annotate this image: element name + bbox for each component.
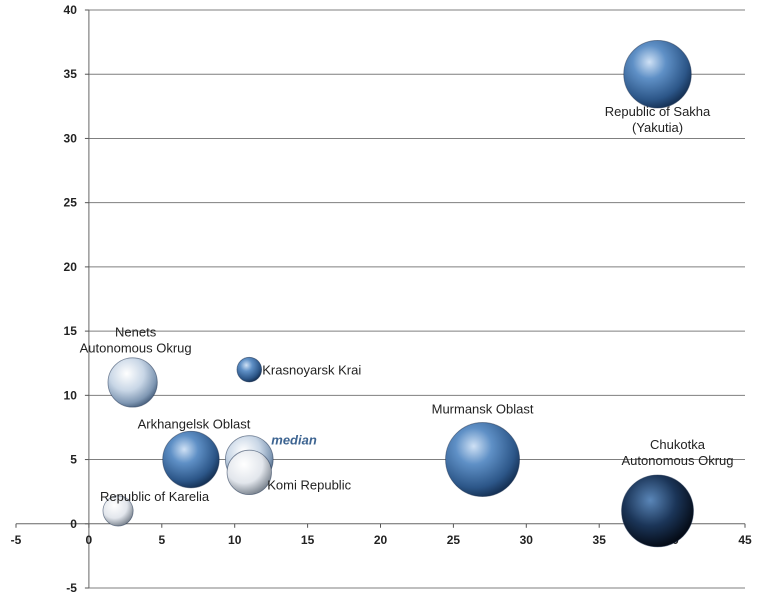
x-tick-label: 10 [228, 533, 242, 547]
y-tick-label: 40 [64, 3, 78, 17]
bubble-labels: Republic of Sakha (Yakutia)Nenets Autonomo… [80, 104, 734, 504]
axes [15, 9, 746, 589]
bubble-label-5: Komi Republic [267, 477, 351, 492]
y-tick-label: 0 [70, 517, 77, 531]
bubble-5 [226, 449, 272, 496]
x-tick-label: 15 [301, 533, 315, 547]
y-tick-label: 20 [64, 260, 78, 274]
y-tick-label: 10 [64, 388, 78, 402]
bubble-label-line: median [271, 433, 317, 448]
y-tick-label: 35 [64, 67, 78, 81]
bubble-7 [445, 422, 520, 497]
y-tick-label: 15 [64, 324, 78, 338]
bubble-label-line: Murmansk Oblast [432, 402, 534, 417]
bubble-label-line: Autonomous Okrug [80, 340, 192, 355]
bubbles [102, 40, 694, 548]
bubble-label-6: Republic of Karelia [100, 489, 210, 504]
x-tick-label: 20 [374, 533, 388, 547]
y-tick-label: 5 [70, 453, 77, 467]
bubble-label-4: median [271, 433, 317, 448]
bubble-3 [162, 430, 220, 489]
bubble-2 [236, 356, 263, 383]
bubble-label-line: Komi Republic [267, 477, 351, 492]
bubble-label-0: Republic of Sakha (Yakutia) [605, 104, 711, 135]
bubble-8 [621, 474, 694, 548]
x-tick-label: 30 [520, 533, 534, 547]
bubble-1 [107, 357, 158, 408]
bubble-label-line: Republic of Karelia [100, 489, 210, 504]
bubble-6 [102, 495, 134, 527]
y-tick-label: -5 [66, 581, 77, 595]
bubble-label-1: Nenets Autonomous Okrug [80, 324, 192, 355]
x-tick-label: 45 [738, 533, 752, 547]
bubble-0 [623, 40, 692, 109]
x-tick-label: 5 [158, 533, 165, 547]
bubble-label-line: (Yakutia) [632, 120, 683, 135]
x-tick-label: 35 [593, 533, 607, 547]
x-tick-label: 0 [86, 533, 93, 547]
bubble-label-8: Chukotka Autonomous Okrug [622, 437, 734, 468]
bubble-label-line: Arkhangelsk Oblast [138, 417, 251, 432]
y-tick-label: 30 [64, 131, 78, 145]
x-tick-label: 25 [447, 533, 461, 547]
bubble-label-line: Krasnoyarsk Krai [262, 363, 361, 378]
bubble-label-line: Republic of Sakha [605, 104, 711, 119]
bubble-label-3: Arkhangelsk Oblast [138, 417, 251, 432]
bubble-label-7: Murmansk Oblast [432, 402, 534, 417]
y-tick-label: 25 [64, 196, 78, 210]
bubble-label-line: Autonomous Okrug [622, 453, 734, 468]
x-tick-label: -5 [11, 533, 22, 547]
bubble-label-2: Krasnoyarsk Krai [262, 363, 361, 378]
bubble-label-line: Chukotka [650, 437, 706, 452]
bubble-label-line: Nenets [115, 324, 157, 339]
